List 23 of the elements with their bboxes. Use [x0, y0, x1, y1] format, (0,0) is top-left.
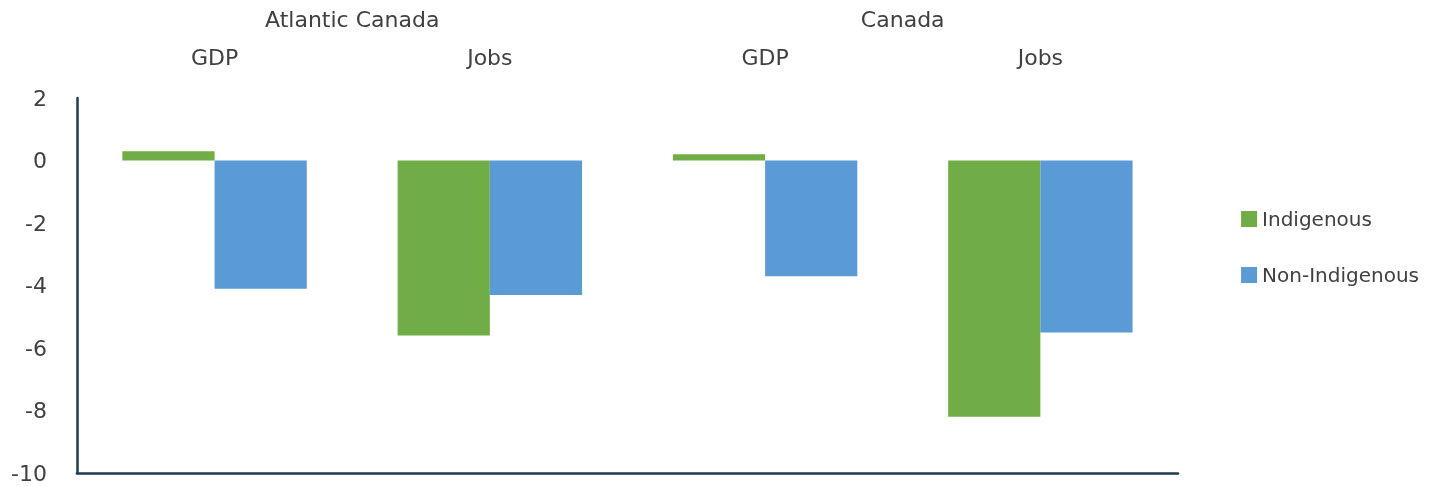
y-tick-label: -8	[25, 398, 47, 423]
x-tick-label: Jobs	[1015, 44, 1064, 70]
y-tick-label: -4	[25, 273, 47, 298]
bar	[122, 151, 215, 161]
x-tick-label: GDP	[190, 44, 239, 70]
legend-label: Non-Indigenous	[1262, 263, 1420, 287]
bar	[1040, 160, 1133, 333]
y-tick-label: -2	[25, 210, 47, 236]
text: Canada	[860, 6, 945, 32]
bar	[214, 160, 307, 289]
bar	[397, 160, 490, 336]
text: Atlantic Canada	[265, 6, 440, 32]
x-tick-label: GDP	[741, 44, 789, 70]
y-tick-label: -6	[25, 335, 47, 361]
bar	[765, 160, 858, 277]
legend-label: Indigenous	[1262, 207, 1372, 231]
bar	[948, 160, 1041, 417]
x-tick-label: Jobs	[465, 44, 513, 70]
y-tick-label: -10	[11, 460, 47, 486]
y-tick-label: 2	[32, 85, 47, 111]
y-tick-label: 0	[32, 148, 47, 173]
bar	[672, 154, 766, 161]
bar	[489, 160, 583, 295]
